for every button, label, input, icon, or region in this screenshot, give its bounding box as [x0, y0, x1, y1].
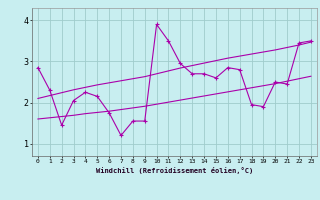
- X-axis label: Windchill (Refroidissement éolien,°C): Windchill (Refroidissement éolien,°C): [96, 167, 253, 174]
